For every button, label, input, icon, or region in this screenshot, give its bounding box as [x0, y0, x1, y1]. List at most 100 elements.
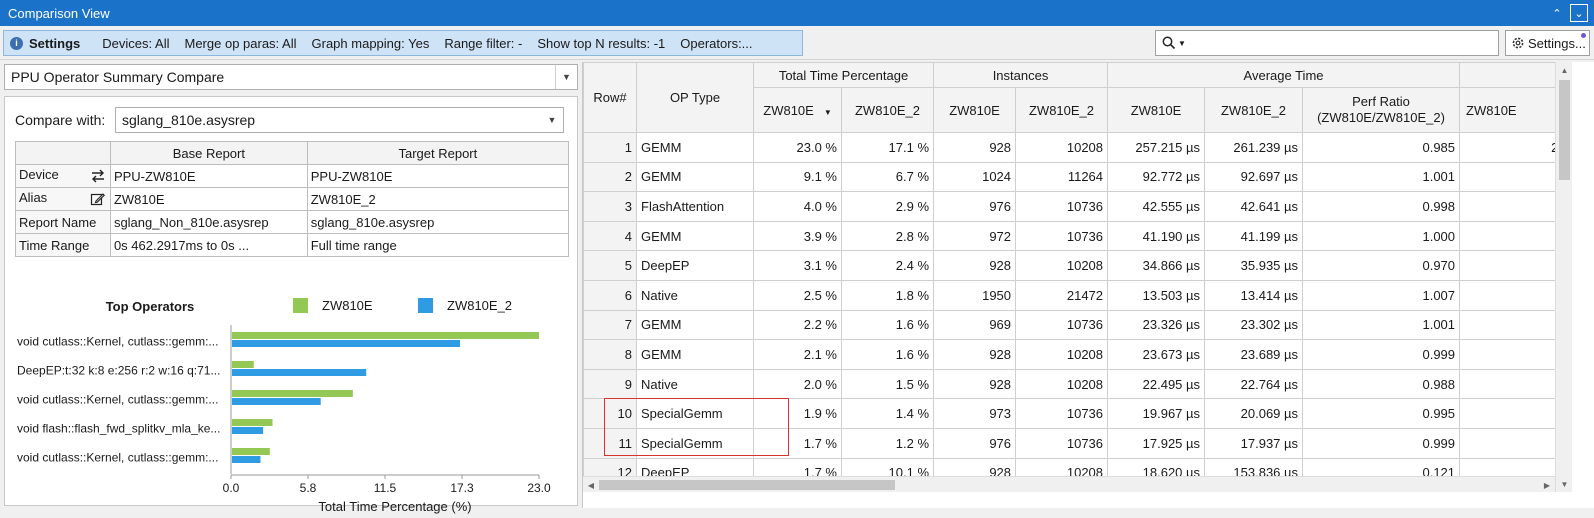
- cell-avg-target: 261.239 µs: [1204, 132, 1304, 163]
- ops-grid: Row# OP Type Total Time Percentage Insta…: [583, 62, 1555, 492]
- edit-icon[interactable]: [89, 190, 107, 208]
- cell-avg-base: 22.495 µs: [1107, 368, 1206, 400]
- cell-row-number: 9: [583, 368, 637, 400]
- col-ttp-target[interactable]: ZW810E_2: [840, 87, 935, 133]
- search-input[interactable]: [1191, 32, 1498, 54]
- col-avg-base[interactable]: ZW810E: [1107, 87, 1206, 133]
- cell-perf-ratio: 0.999: [1302, 427, 1461, 459]
- report-key-device: Device: [19, 167, 59, 182]
- table-row[interactable]: 2 GEMM 9.1 % 6.7 % 1024 11264 92.772 µs 92.697 …: [583, 161, 1555, 193]
- col-op-type[interactable]: OP Type: [636, 62, 754, 133]
- x-tick-label: 17.3: [450, 481, 474, 495]
- cell-inst-target: 11264: [1015, 161, 1109, 193]
- chevron-down-icon[interactable]: ▼: [555, 65, 577, 89]
- table-row[interactable]: 3 FlashAttention 4.0 % 2.9 % 976 10736 42.555 …: [583, 191, 1555, 222]
- table-row[interactable]: 11 SpecialGemm 1.7 % 1.2 % 976 10736 17.925 µs…: [583, 427, 1555, 459]
- x-tick-label: 11.5: [374, 481, 397, 495]
- table-row[interactable]: 10 SpecialGemm 1.9 % 1.4 % 973 10736 19.967 µs…: [583, 398, 1555, 429]
- report-target-alias[interactable]: ZW810E_2: [306, 187, 570, 211]
- compare-with-select[interactable]: sglang_810e.asysrep ▼: [115, 107, 564, 133]
- cell-total-base: 20.876 ms: [1459, 368, 1555, 400]
- table-row[interactable]: 8 GEMM 2.1 % 1.6 % 928 10208 23.673 µs 23.689 µ…: [583, 339, 1555, 370]
- col-perf-ratio[interactable]: Perf Ratio (ZW810E/ZW810E_2): [1302, 87, 1461, 133]
- cell-ttp-base: 2.1 %: [753, 339, 842, 370]
- report-base-alias[interactable]: ZW810E: [109, 187, 308, 211]
- report-key-alias: Alias: [19, 190, 48, 205]
- search-box[interactable]: ▼: [1155, 30, 1499, 56]
- search-icon[interactable]: [1162, 36, 1176, 50]
- legend-label-0: ZW810E: [322, 298, 373, 313]
- legend-label-1: ZW810E_2: [447, 298, 512, 313]
- col-ttp-base[interactable]: ZW810E ▼: [753, 87, 842, 133]
- cell-avg-target: 17.937 µs: [1204, 427, 1304, 459]
- summary-type-value: PPU Operator Summary Compare: [11, 69, 225, 85]
- chevron-down-icon[interactable]: ⌄: [1570, 4, 1588, 22]
- category-label: void cutlass::Kernel, cutlass::gemm:...: [17, 335, 218, 349]
- col-inst-target[interactable]: ZW810E_2: [1015, 87, 1109, 133]
- table-row[interactable]: 5 DeepEP 3.1 % 2.4 % 928 10208 34.866 µs 35.935…: [583, 250, 1555, 281]
- scroll-down-icon[interactable]: ▼: [1560, 479, 1569, 489]
- table-row: Time Range 0s 462.2917ms to 0s ... Full …: [15, 233, 570, 257]
- cell-inst-base: 976: [933, 191, 1017, 222]
- search-dropdown-icon[interactable]: ▼: [1178, 38, 1186, 48]
- cell-avg-target: 23.689 µs: [1204, 339, 1304, 370]
- scroll-right-icon[interactable]: ▶: [1543, 480, 1551, 490]
- vertical-scrollbar[interactable]: ▲ ▼: [1555, 62, 1572, 492]
- cell-avg-base: 41.190 µs: [1107, 220, 1206, 252]
- table-row[interactable]: 7 GEMM 2.2 % 1.6 % 969 10736 23.326 µs 23.302 µ…: [583, 309, 1555, 341]
- table-row[interactable]: 9 Native 2.0 % 1.5 % 928 10208 22.495 µs 22.764…: [583, 368, 1555, 400]
- info-icon: i: [10, 36, 23, 50]
- settings-summary-strip[interactable]: i Settings Devices: All Merge op paras: …: [3, 30, 803, 56]
- cell-perf-ratio: 0.995: [1302, 398, 1461, 429]
- summary-type-select[interactable]: PPU Operator Summary Compare ▼: [4, 64, 578, 90]
- report-target-time-range: Full time range: [306, 233, 570, 257]
- range-filter: Range filter: -: [444, 35, 523, 51]
- settings-button[interactable]: Settings...: [1505, 30, 1590, 56]
- cell-op-type: DeepEP: [636, 250, 754, 281]
- table-row: Alias ZW810E ZW810E_2: [15, 187, 570, 211]
- cell-avg-base: 257.215 µs: [1107, 132, 1206, 163]
- group-instances: Instances: [933, 62, 1109, 88]
- notification-dot: [1581, 33, 1586, 38]
- bar-base: [232, 332, 539, 339]
- cell-ttp-target: 2.8 %: [840, 220, 935, 252]
- table-row[interactable]: 1 GEMM 23.0 % 17.1 % 928 10208 257.215 µs 261.2…: [583, 132, 1555, 163]
- col-total-base[interactable]: ZW810E: [1459, 87, 1555, 133]
- group-average-time: Average Time: [1107, 62, 1461, 88]
- bar-target: [232, 398, 321, 405]
- bar-target: [232, 427, 264, 434]
- cell-row-number: 11: [583, 427, 637, 459]
- table-row[interactable]: 4 GEMM 3.9 % 2.8 % 972 10736 41.190 µs 41.199 µ…: [583, 220, 1555, 252]
- cell-total-base: 17.495 ms: [1459, 427, 1555, 459]
- cell-row-number: 8: [583, 339, 637, 370]
- cell-ttp-target: 2.4 %: [840, 250, 935, 281]
- table-row[interactable]: 6 Native 2.5 % 1.8 % 1950 21472 13.503 µs 13.41…: [583, 279, 1555, 311]
- swap-icon[interactable]: [89, 167, 107, 185]
- window-titlebar: Comparison View ⌃ ⌄: [0, 0, 1594, 26]
- col-row-number[interactable]: Row#: [583, 62, 637, 133]
- cell-total-base: 26.332 ms: [1459, 279, 1555, 311]
- scroll-up-icon[interactable]: ▲: [1560, 65, 1569, 75]
- report-base-time-range: 0s 462.2917ms to 0s ...: [109, 233, 308, 257]
- vertical-scroll-thumb[interactable]: [1559, 80, 1570, 180]
- cell-avg-target: 41.199 µs: [1204, 220, 1304, 252]
- window-title: Comparison View: [8, 5, 110, 21]
- gear-icon: [1512, 37, 1524, 49]
- horizontal-scroll-thumb[interactable]: [599, 480, 895, 490]
- cell-inst-target: 10208: [1015, 132, 1109, 163]
- cell-avg-target: 13.414 µs: [1204, 279, 1304, 311]
- col-inst-base[interactable]: ZW810E: [933, 87, 1017, 133]
- cell-inst-target: 21472: [1015, 279, 1109, 311]
- scroll-left-icon[interactable]: ◀: [587, 480, 595, 490]
- cell-inst-base: 973: [933, 398, 1017, 429]
- right-panel: Row# OP Type Total Time Percentage Insta…: [582, 62, 1594, 508]
- legend-swatch-1: [418, 298, 433, 313]
- report-target-device: PPU-ZW810E: [306, 164, 570, 188]
- collapse-icon[interactable]: ⌃: [1552, 7, 1562, 20]
- horizontal-scrollbar[interactable]: ◀ ▶: [583, 476, 1555, 492]
- cell-perf-ratio: 0.998: [1302, 191, 1461, 222]
- cell-row-number: 6: [583, 279, 637, 311]
- cell-inst-base: 928: [933, 250, 1017, 281]
- chevron-down-icon[interactable]: ▼: [547, 115, 557, 125]
- col-avg-target[interactable]: ZW810E_2: [1204, 87, 1304, 133]
